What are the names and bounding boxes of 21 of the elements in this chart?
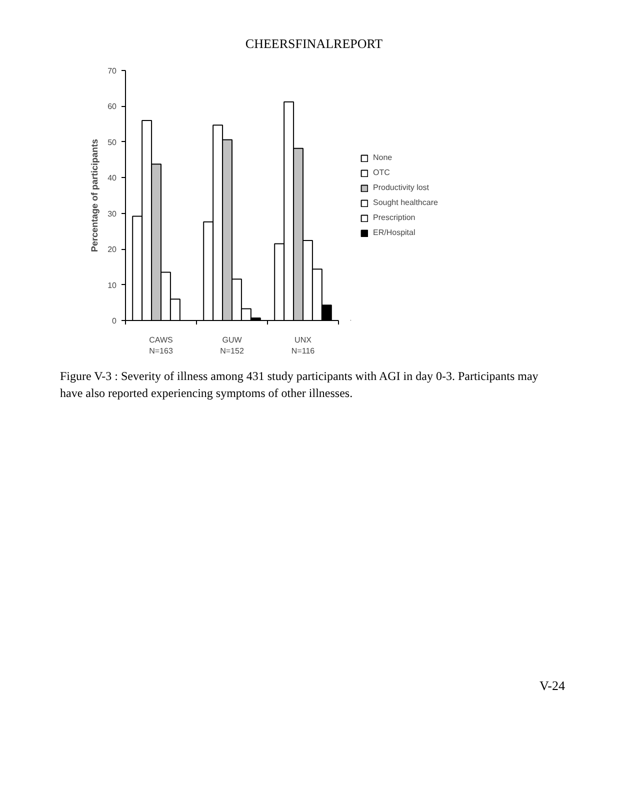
y-tick-label: 20 [108, 245, 118, 254]
legend-label: Productivity lost [373, 183, 430, 192]
y-tick-label: 10 [108, 280, 118, 290]
legend-label: Prescription [373, 213, 416, 222]
y-tick-label: 60 [108, 102, 118, 112]
x-tick-label: GUW N=152 [220, 336, 244, 356]
x-tick-label: CAWS N=163 [149, 336, 174, 356]
legend-label: OTC [373, 168, 391, 177]
y-tick-label: 40 [108, 174, 118, 183]
text: V-24 [539, 677, 565, 696]
chart-title: CHEERSFINALREPORT [245, 35, 383, 53]
x-tick-label: UNX N=116 [291, 336, 316, 356]
y-tick-label: 30 [108, 209, 118, 218]
text: Figure V-3 : Severity of illness among 431 study participants with AGI in day 0-3. Participants may have also reported experiencing symptoms of other illnesses. [60, 368, 540, 402]
y-tick-label: 70 [108, 66, 118, 76]
legend-label: None [373, 153, 393, 162]
y-axis-title: Percentage of participants [90, 138, 100, 252]
y-tick-label: 0 [112, 316, 118, 326]
legend-label: ER/Hospital [373, 228, 416, 237]
legend-label: Sought healthcare [373, 198, 438, 207]
y-tick-label: 50 [108, 138, 118, 147]
